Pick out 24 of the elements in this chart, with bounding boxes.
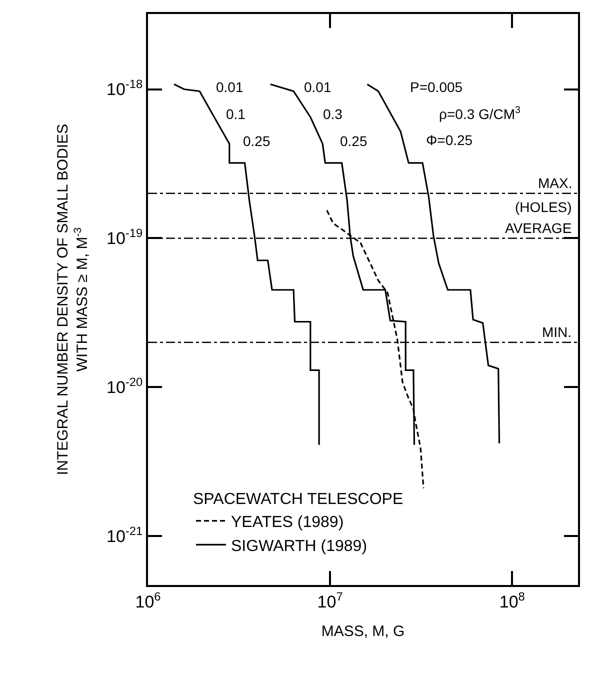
annotation: Φ=0.25 xyxy=(426,132,473,148)
annotation: ρ=0.3 G/CM$^{3}$ xyxy=(439,105,522,122)
annotation: 0.1 xyxy=(226,106,246,122)
annotation: 0.01 xyxy=(216,79,244,95)
x-tick-label: 10$^{7}$ xyxy=(317,589,344,612)
annotation: P=0.005 xyxy=(410,79,463,95)
ref-line-label: MAX. xyxy=(538,175,572,191)
y-tick-label: 10$^{-20}$ xyxy=(106,375,143,398)
x-axis-title: MASS, M, G xyxy=(321,622,405,640)
legend-title: SPACEWATCH TELESCOPE xyxy=(193,490,404,508)
y-tick-label: 10$^{-21}$ xyxy=(106,524,143,546)
legend-label: SIGWARTH (1989) xyxy=(231,538,368,555)
y-tick-label: 10$^{-19}$ xyxy=(106,226,143,248)
annotation: 0.01 xyxy=(304,79,332,95)
x-tick-label: 10$^{6}$ xyxy=(135,589,162,612)
annotation: (HOLES) xyxy=(515,199,572,215)
ref-line-label: AVERAGE xyxy=(505,220,572,236)
y-tick-label: 10$^{-18}$ xyxy=(106,77,143,100)
x-tick-label: 10$^{8}$ xyxy=(499,589,526,612)
annotation: 0.25 xyxy=(340,133,368,149)
annotation: 0.3 xyxy=(323,106,343,122)
legend-label: YEATES (1989) xyxy=(231,514,344,532)
annotation: 0.25 xyxy=(243,133,270,149)
ref-line-label: MIN. xyxy=(542,324,572,340)
